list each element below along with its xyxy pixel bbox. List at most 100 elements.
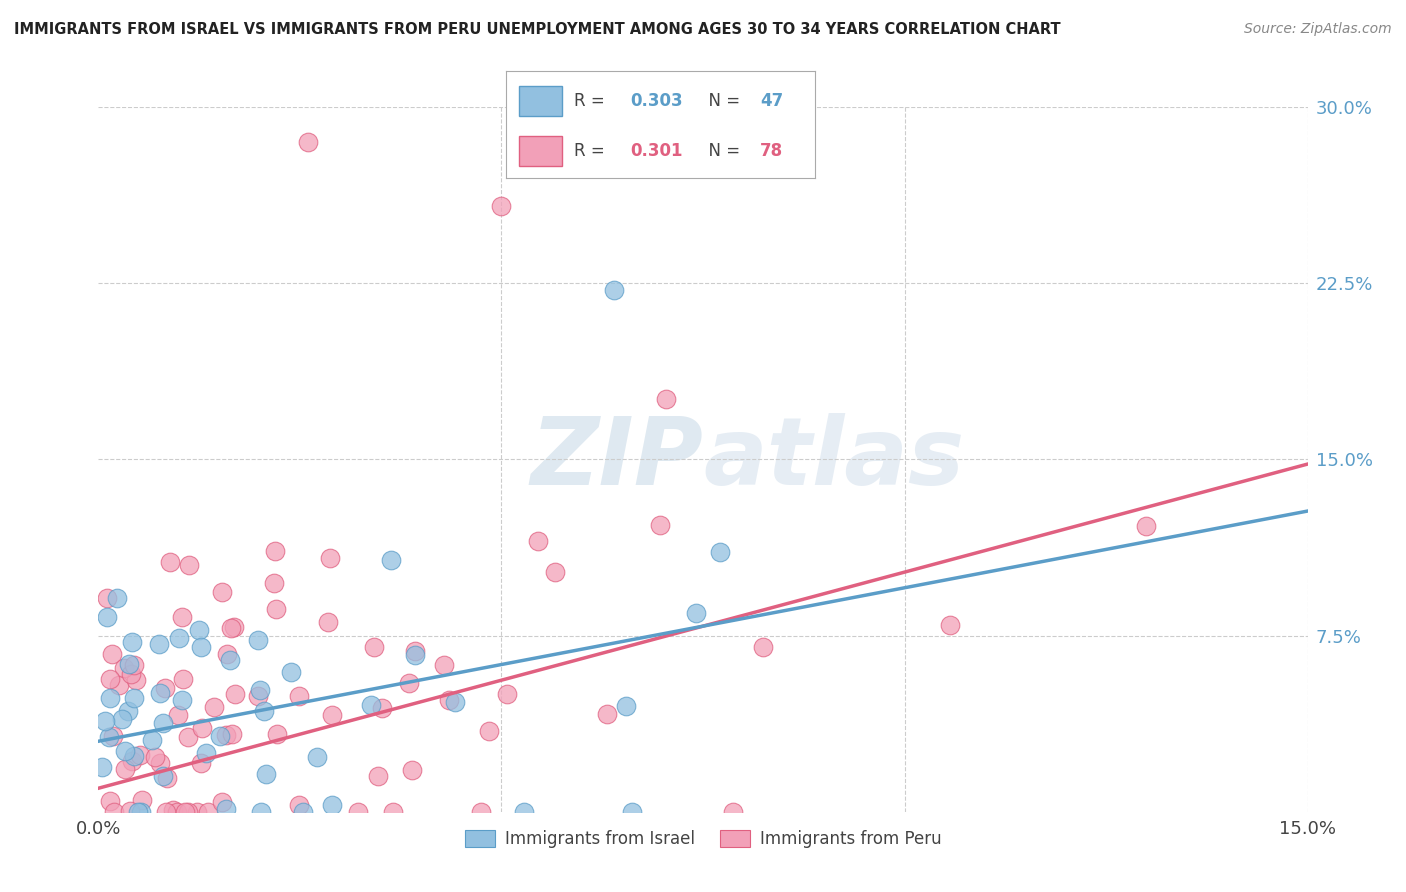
Point [250,805,273,819]
Point [98,691,121,706]
Point [219,653,242,667]
Point [114,744,136,758]
Point [527,534,550,549]
Point [621,805,644,819]
Point [179,558,201,573]
Point [156,771,179,785]
Point [162,804,184,818]
Point [211,795,233,809]
Point [470,805,492,819]
Point [105,591,128,606]
Point [121,635,143,649]
Point [263,543,285,558]
Point [202,700,225,714]
Point [166,805,188,819]
Point [103,730,125,744]
Point [149,756,172,771]
Text: N =: N = [697,142,745,160]
Point [215,802,238,816]
Point [380,553,402,567]
Point [496,687,519,701]
Point [121,754,143,768]
Point [122,690,145,705]
Text: atlas: atlas [703,413,965,506]
Point [91,760,114,774]
Point [148,637,170,651]
Legend: Immigrants from Israel, Immigrants from Peru: Immigrants from Israel, Immigrants from … [457,822,949,856]
Text: 0.301: 0.301 [630,142,682,160]
Point [321,708,343,723]
Point [98,794,121,808]
Text: ZIP: ZIP [530,413,703,506]
Point [650,517,672,532]
Point [131,793,153,807]
FancyBboxPatch shape [519,87,562,116]
Point [603,283,626,297]
Point [478,723,501,738]
Point [249,682,271,697]
Point [118,804,141,818]
Point [544,565,567,579]
Point [124,748,146,763]
Point [709,545,731,559]
Point [166,708,188,723]
Point [246,690,269,704]
Point [305,750,328,764]
Point [382,805,405,819]
Text: R =: R = [574,93,610,111]
Point [280,665,302,679]
Point [98,731,121,745]
Point [98,672,121,686]
Point [100,647,122,661]
Point [153,681,176,695]
Point [177,805,200,819]
Point [176,730,198,744]
Y-axis label: Unemployment Among Ages 30 to 34 years: Unemployment Among Ages 30 to 34 years [0,277,8,641]
Point [195,746,218,760]
Point [190,756,212,771]
Point [371,701,394,715]
Point [219,621,242,635]
Point [122,657,145,672]
Text: 0.303: 0.303 [630,93,682,111]
Point [103,805,125,819]
Point [124,673,146,688]
Text: R =: R = [574,142,610,160]
Point [127,805,149,819]
Point [321,797,343,812]
Point [112,661,135,675]
Point [108,678,131,692]
Point [197,805,219,819]
Point [398,675,420,690]
Point [655,392,678,406]
Point [208,730,231,744]
Text: IMMIGRANTS FROM ISRAEL VS IMMIGRANTS FROM PERU UNEMPLOYMENT AMONG AGES 30 TO 34 : IMMIGRANTS FROM ISRAEL VS IMMIGRANTS FRO… [14,22,1060,37]
Point [363,640,385,654]
Point [190,721,212,735]
Point [721,805,744,819]
Point [401,763,423,777]
Text: 47: 47 [759,93,783,111]
Point [360,698,382,712]
Point [170,610,193,624]
Point [190,640,212,654]
Point [266,727,288,741]
Point [186,805,208,819]
Point [367,769,389,783]
Point [513,805,536,819]
Point [110,712,132,726]
Point [263,576,285,591]
Point [215,728,238,742]
Point [254,767,277,781]
Point [152,769,174,783]
Point [170,693,193,707]
Point [159,555,181,569]
FancyBboxPatch shape [519,136,562,166]
Point [155,805,177,819]
Point [224,687,246,701]
Text: Source: ZipAtlas.com: Source: ZipAtlas.com [1244,22,1392,37]
Point [143,749,166,764]
Point [297,135,319,149]
Point [685,606,707,620]
Point [288,797,311,812]
